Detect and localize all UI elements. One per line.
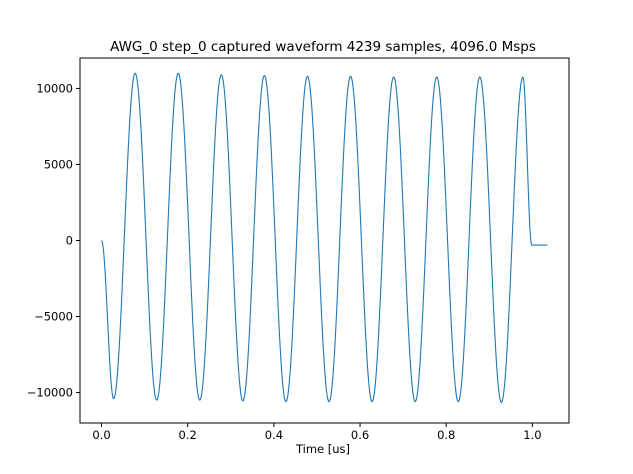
chart-title: AWG_0 step_0 captured waveform 4239 samp… [110,39,536,55]
x-tick-label: 0.8 [437,428,455,442]
plot-area [101,72,548,404]
y-tick-label: 5000 [44,157,73,171]
x-tick-label: 1.0 [523,428,541,442]
y-tick-label: −5000 [34,310,73,324]
waveform-series-line [101,72,548,404]
x-tick-label: 0.4 [265,428,283,442]
x-axis-label: Time [us] [295,442,350,456]
y-tick-label: 10000 [36,81,73,95]
axes-frame [79,57,570,424]
axis-ticks: 0.0 0.2 0.4 0.6 0.8 1.0 −10000 −5000 0 5000 10000 [27,81,542,442]
x-tick-label: 0.2 [179,428,197,442]
x-tick-label: 0.0 [92,428,110,442]
y-tick-label: −10000 [27,386,73,400]
y-tick-label: 0 [66,234,73,248]
x-tick-label: 0.6 [351,428,369,442]
